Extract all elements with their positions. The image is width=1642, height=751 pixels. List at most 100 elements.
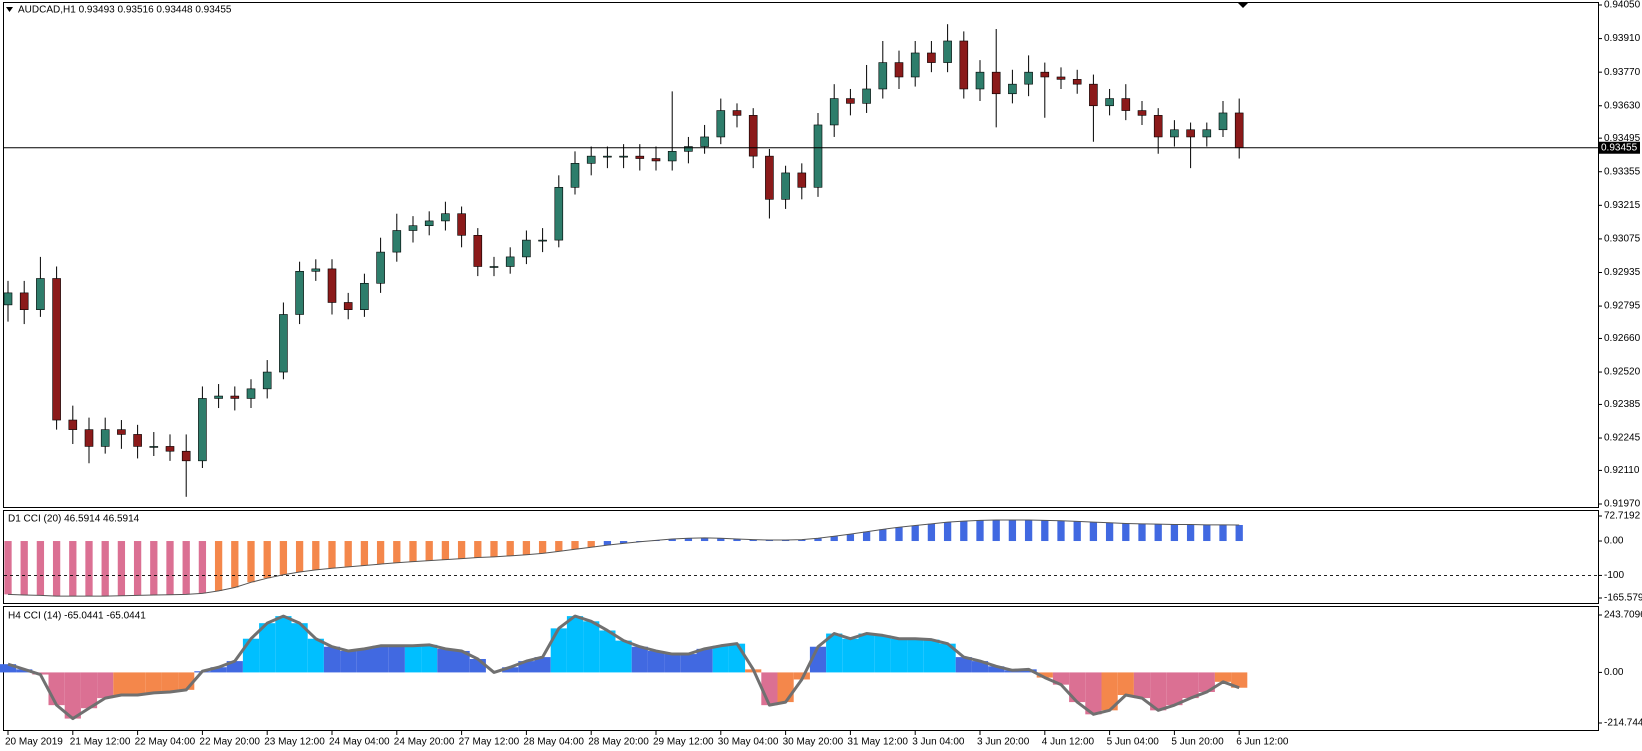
cci-bar — [619, 541, 628, 544]
cci-bar — [1041, 520, 1049, 542]
y-tick-label: 0.93630 — [1604, 100, 1641, 111]
cci-bar — [1073, 521, 1081, 542]
candle-body — [1105, 98, 1114, 107]
cci-bar — [490, 541, 498, 557]
cci-bar — [814, 538, 822, 542]
y-tick-label: 0.93215 — [1604, 200, 1641, 211]
cci-bar — [761, 672, 778, 706]
x-tick-label: 27 May 12:00 — [459, 737, 520, 748]
candle-body — [765, 155, 774, 200]
cci-bar — [631, 646, 648, 673]
candle-body — [1202, 129, 1212, 138]
cci-bar — [210, 667, 227, 673]
cci-bar — [307, 638, 324, 673]
cci-bar — [469, 658, 486, 673]
cci-bar — [279, 541, 288, 575]
cci-bar — [242, 638, 260, 673]
candle-body — [376, 251, 385, 284]
candle-body — [360, 282, 369, 310]
cci-bar — [1089, 522, 1098, 542]
cci-bar — [1069, 672, 1086, 703]
cci-bar — [890, 638, 908, 673]
cci-bar — [599, 630, 616, 673]
cci-bar — [1024, 520, 1033, 542]
candle-body — [246, 388, 256, 399]
candle-body — [813, 124, 823, 188]
cci-bar — [1133, 672, 1151, 699]
cci-bar — [263, 541, 271, 579]
y-tick-label: 0.00 — [1604, 536, 1624, 547]
cci-bar — [198, 541, 207, 594]
y-tick-label: 0.93910 — [1604, 33, 1641, 44]
x-tick-label: 30 May 04:00 — [718, 737, 779, 748]
cci-bar — [64, 672, 81, 719]
cci-bar — [101, 541, 109, 597]
cci-bar — [117, 541, 126, 596]
price-label-box — [1598, 141, 1640, 154]
cci-bar — [1036, 672, 1053, 678]
candle-body — [198, 398, 207, 462]
candle-body — [586, 155, 596, 164]
y-tick-label: 243.7096 — [1604, 610, 1642, 621]
cci-bar — [680, 654, 697, 673]
x-tick-label: 28 May 20:00 — [588, 737, 649, 748]
cci-bar — [765, 539, 774, 542]
cci-bar — [781, 539, 790, 542]
candle-body — [700, 136, 709, 147]
cci-bar — [1122, 523, 1130, 542]
candle-body — [36, 278, 45, 310]
candle-body — [149, 446, 159, 448]
cci-bar — [85, 541, 93, 597]
shift-marker — [1238, 3, 1248, 8]
cci-bar — [971, 661, 989, 673]
candle-body — [878, 62, 888, 90]
candle-body — [327, 268, 337, 303]
candle-body — [1008, 83, 1017, 95]
x-tick-label: 5 Jun 04:00 — [1107, 737, 1160, 748]
main-panel-frame — [3, 2, 1599, 508]
cci-bar — [664, 654, 681, 673]
candle-body — [181, 450, 191, 462]
candle-body — [165, 446, 175, 452]
cci-bar — [133, 541, 142, 596]
cci-bar — [858, 633, 875, 673]
cci-bar — [571, 541, 579, 550]
cci-bar — [36, 541, 45, 596]
y-tick-label: 0.94050 — [1604, 0, 1641, 11]
cci-bar — [862, 531, 871, 542]
cci-bar — [0, 664, 17, 673]
candle-body — [84, 429, 94, 447]
candle-body — [554, 187, 564, 241]
cci-bar — [1138, 523, 1146, 542]
cci-bar — [69, 541, 77, 597]
menu-triangle[interactable] — [6, 7, 13, 12]
cci-bar — [550, 628, 567, 673]
candle-body — [862, 88, 871, 104]
candle-body — [117, 429, 126, 435]
candle-body — [1234, 112, 1244, 149]
cci-bar — [457, 541, 466, 559]
cci-bar — [534, 657, 551, 673]
panel-title: H4 CCI (14) -65.0441 -65.0441 — [8, 611, 146, 622]
cci-bar — [145, 672, 162, 693]
cci-bar — [1101, 672, 1118, 711]
y-tick-label: 0.92935 — [1604, 267, 1641, 278]
y-tick-label: 72.7192 — [1604, 511, 1641, 522]
candle-body — [991, 71, 1001, 95]
y-tick-label: 0.93075 — [1604, 234, 1641, 245]
cci-bar — [182, 541, 190, 595]
candle-body — [894, 62, 904, 78]
candle-body — [781, 172, 790, 200]
candle-body — [100, 429, 110, 447]
candle-body — [684, 146, 693, 152]
cci-bar — [150, 541, 158, 596]
candle-body — [1137, 110, 1147, 116]
cci-bar — [161, 672, 179, 692]
candle-body — [262, 371, 272, 390]
cci-bar — [275, 616, 292, 673]
cci-bar — [1231, 672, 1248, 688]
cci-bar — [518, 661, 535, 673]
cci-bar — [404, 645, 422, 673]
cci-bar — [842, 638, 859, 673]
cci-bar — [879, 529, 887, 542]
